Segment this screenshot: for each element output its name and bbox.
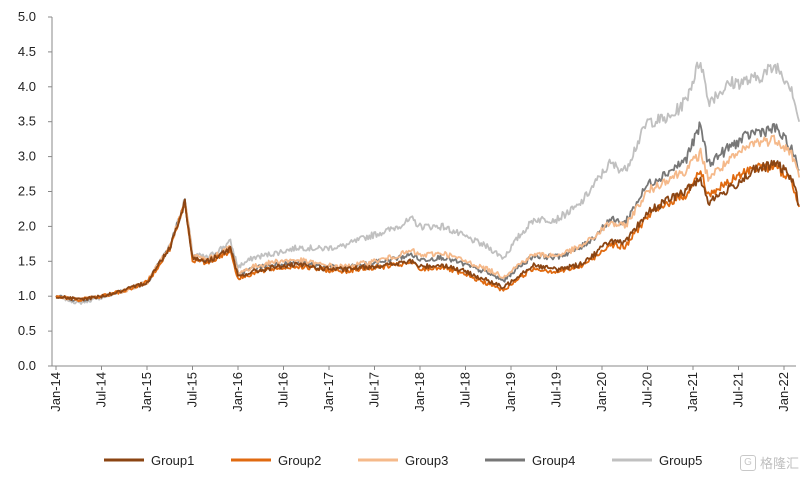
x-tick-label: Jan-15 bbox=[139, 372, 154, 412]
y-tick-label: 5.0 bbox=[18, 9, 36, 24]
x-tick-label: Jan-21 bbox=[685, 372, 700, 412]
watermark-text: 格隆汇 bbox=[759, 456, 799, 471]
series-line-group1 bbox=[55, 159, 800, 302]
x-tick-label: Jan-18 bbox=[412, 372, 427, 412]
x-tick-label: Jan-17 bbox=[321, 372, 336, 412]
series-line-group2 bbox=[55, 161, 801, 303]
y-tick-label: 4.5 bbox=[18, 44, 36, 59]
x-tick-label: Jul-17 bbox=[367, 372, 382, 407]
series-line-group4 bbox=[55, 121, 800, 302]
legend-label-group5: Group5 bbox=[659, 453, 702, 468]
chart-legend: Group1 Group2 Group3 Group4 Group5 bbox=[104, 453, 702, 468]
y-tick-label: 3.0 bbox=[18, 149, 36, 164]
y-tick-label: 1.0 bbox=[18, 288, 36, 303]
x-tick-label: Jul-19 bbox=[549, 372, 564, 407]
x-tick-label: Jan-22 bbox=[776, 372, 791, 412]
chart-series bbox=[55, 61, 801, 305]
y-tick-label: 0.0 bbox=[18, 358, 36, 373]
y-tick-label: 2.0 bbox=[18, 218, 36, 233]
x-tick-label: Jul-14 bbox=[94, 372, 109, 407]
legend-label-group4: Group4 bbox=[532, 453, 575, 468]
y-tick-label: 0.5 bbox=[18, 323, 36, 338]
watermark-logo-icon: G bbox=[739, 454, 756, 471]
chart-axes: 0.0 0.5 1.0 1.5 2.0 2.5 3.0 3.5 4.0 4.5 5.0 Jan-14 J… bbox=[18, 9, 796, 412]
x-tick-label: Jul-16 bbox=[276, 372, 291, 407]
x-tick-label: Jul-20 bbox=[640, 372, 655, 407]
x-tick-label: Jul-18 bbox=[458, 372, 473, 407]
y-tick-label: 3.5 bbox=[18, 114, 36, 129]
legend-label-group2: Group2 bbox=[278, 453, 321, 468]
x-tick-label: Jan-16 bbox=[230, 372, 245, 412]
x-tick-label: Jan-19 bbox=[503, 372, 518, 412]
y-tick-label: 2.5 bbox=[18, 184, 36, 199]
x-tick-label: Jan-20 bbox=[594, 372, 609, 412]
y-tick-label: 1.5 bbox=[18, 253, 36, 268]
legend-label-group3: Group3 bbox=[405, 453, 448, 468]
legend-label-group1: Group1 bbox=[151, 453, 194, 468]
x-tick-label: Jul-15 bbox=[185, 372, 200, 407]
x-tick-label: Jul-21 bbox=[731, 372, 746, 407]
y-tick-label: 4.0 bbox=[18, 79, 36, 94]
watermark: G 格隆汇 bbox=[739, 453, 799, 472]
x-tick-label: Jan-14 bbox=[48, 372, 63, 412]
